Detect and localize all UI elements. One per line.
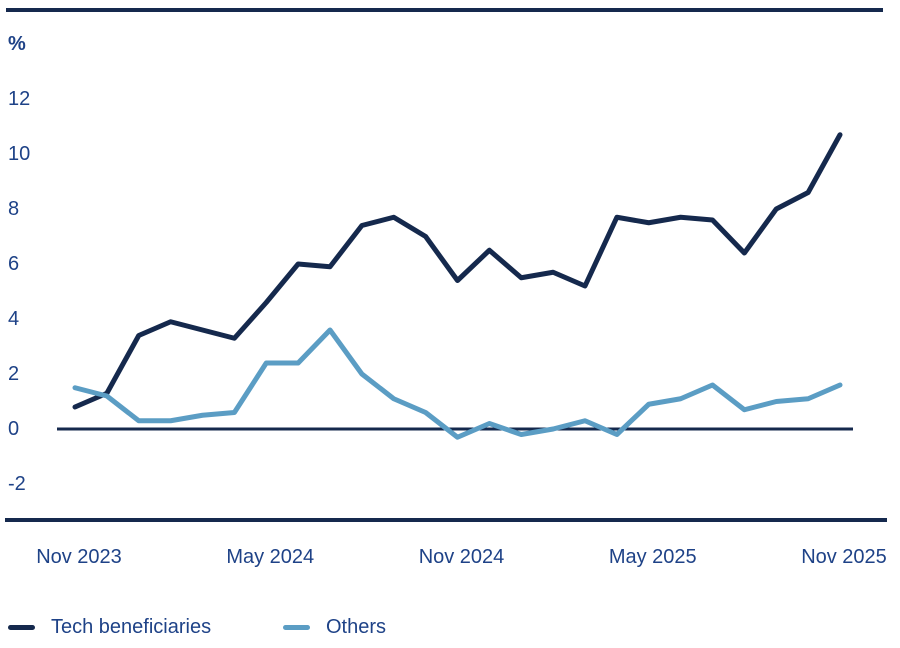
legend-label: Tech beneficiaries xyxy=(51,616,212,638)
x-tick-label: Nov 2024 xyxy=(418,546,505,568)
legend: Tech beneficiaries Others xyxy=(8,614,386,640)
x-tick-label: May 2025 xyxy=(608,546,697,568)
y-tick-label: 0 xyxy=(8,418,20,440)
legend-swatch-icon xyxy=(8,624,35,630)
y-tick-label: 4 xyxy=(8,308,20,330)
x-tick-label: Nov 2023 xyxy=(36,546,122,568)
y-tick-label: 8 xyxy=(8,198,20,220)
x-axis-baseline xyxy=(5,518,887,522)
series-line-tech-beneficiaries xyxy=(72,132,843,410)
y-tick-label: -2 xyxy=(8,473,26,495)
y-tick-label: 12 xyxy=(8,88,31,110)
x-tick-label: Nov 2025 xyxy=(801,546,887,568)
y-tick-label: 2 xyxy=(8,363,20,385)
legend-swatch-icon xyxy=(283,624,310,630)
y-tick-label: 6 xyxy=(8,253,20,275)
legend-item: Others xyxy=(283,614,386,640)
top-border-rule xyxy=(6,8,883,12)
legend-label: Others xyxy=(326,616,387,638)
legend-item: Tech beneficiaries xyxy=(8,614,217,640)
y-tick-label: 10 xyxy=(8,143,31,165)
y-axis-unit-label: % xyxy=(8,33,27,55)
x-tick-label: May 2024 xyxy=(226,546,315,568)
series-line-others xyxy=(72,327,843,440)
